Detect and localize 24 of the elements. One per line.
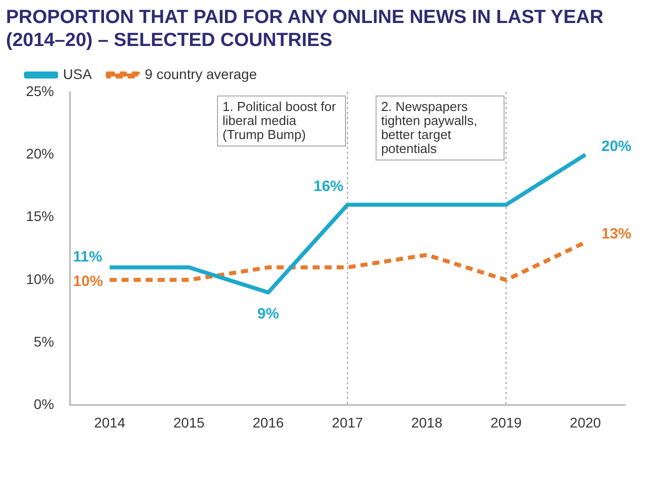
y-tick-label: 15%: [26, 208, 54, 224]
y-tick-label: 20%: [26, 146, 54, 162]
y-tick-label: 25%: [26, 82, 54, 99]
x-tick-label: 2018: [411, 414, 443, 430]
data-label: 16%: [313, 178, 344, 195]
data-label: 9%: [257, 306, 280, 323]
data-label: 13%: [601, 225, 632, 242]
x-tick-label: 2015: [173, 414, 205, 430]
ref-line-label: 1. Political boost for liberal media (Trump Bump): [222, 99, 337, 142]
y-tick-label: 5%: [34, 333, 54, 350]
legend-label: USA: [63, 66, 92, 82]
x-tick-label: 2016: [252, 414, 284, 430]
x-tick-label: 2014: [94, 414, 126, 430]
chart-title: PROPORTION THAT PAID FOR ANY ONLINE NEWS IN LAST YEAR (2014–20) – SELECTED COUNTRIES: [6, 6, 604, 52]
data-label: 10%: [73, 273, 104, 290]
ref-line-label: 2. Newspapers tighten paywalls, better target potentials: [381, 99, 478, 156]
x-tick-label: 2017: [332, 414, 364, 430]
y-tick-label: 0%: [34, 396, 54, 412]
data-label: 20%: [601, 138, 632, 155]
data-label: 11%: [73, 248, 102, 266]
x-tick-label: 2019: [490, 414, 522, 430]
x-tick-label: 2020: [570, 414, 602, 430]
legend-label: 9 country average: [144, 66, 258, 82]
y-tick-label: 10%: [26, 270, 54, 287]
